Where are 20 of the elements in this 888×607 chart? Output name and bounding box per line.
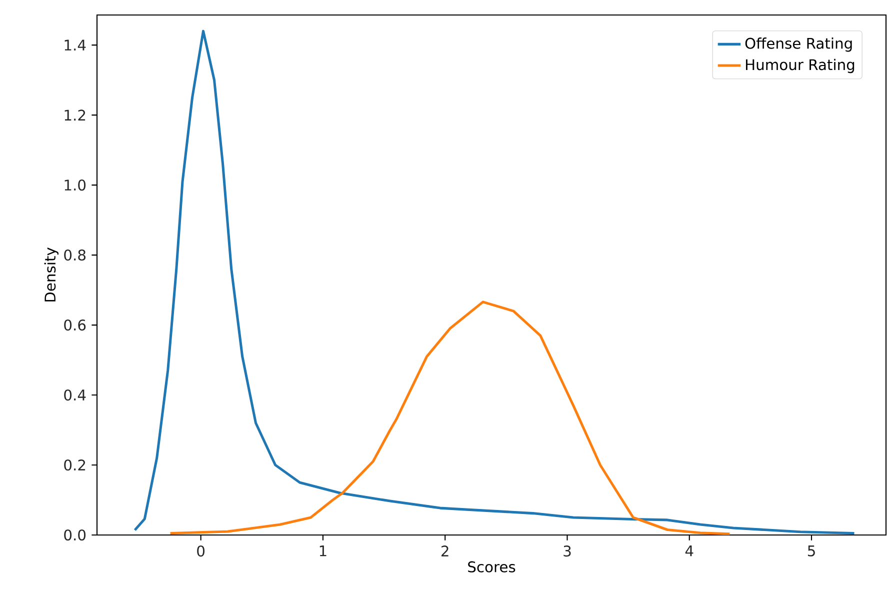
legend-label: Humour Rating: [746, 58, 854, 74]
x-tick-label: 4: [685, 545, 694, 556]
x-tick-label: 3: [564, 546, 571, 557]
y-tick-label: 1.4: [64, 40, 86, 50]
x-tick-label: 0: [197, 546, 204, 557]
y-tick-label: 0.4: [64, 389, 86, 401]
x-tick-label: 1: [320, 545, 326, 556]
x-axis-title: Scores: [468, 561, 516, 572]
y-tick-label: 0.2: [64, 459, 86, 471]
x-tick-label: 5: [808, 545, 815, 556]
line-series: [134, 30, 856, 535]
y-axis-title: Density: [44, 248, 58, 302]
y-tick-label: 1.0: [64, 180, 86, 191]
x-tick-label: 2: [441, 546, 448, 556]
y-tick-label: 0.6: [64, 320, 86, 331]
y-tick-label: 1.2: [64, 110, 86, 121]
y-tick-label: 0.8: [64, 250, 86, 261]
legend-label: Offense Rating: [745, 38, 852, 52]
line-series: [169, 300, 731, 536]
y-tick-label: 0.0: [64, 529, 86, 541]
